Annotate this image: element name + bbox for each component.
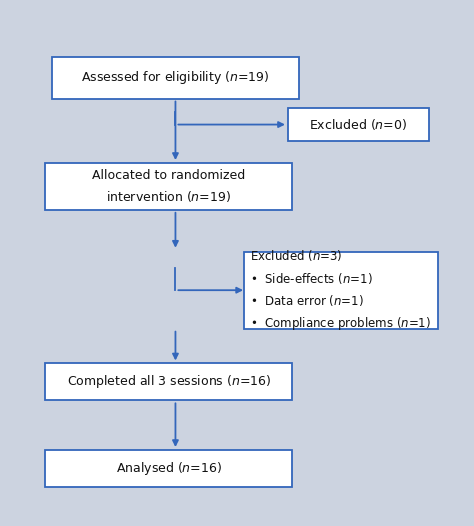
FancyBboxPatch shape [46,450,292,487]
FancyBboxPatch shape [244,252,438,329]
FancyBboxPatch shape [46,163,292,210]
Text: Allocated to randomized
intervention ($n$=19): Allocated to randomized intervention ($n… [92,169,246,204]
Text: Completed all 3 sessions ($n$=16): Completed all 3 sessions ($n$=16) [67,373,271,390]
Text: Excluded ($n$=3)
•  Side-effects ($n$=1)
•  Data error ($n$=1)
•  Compliance pro: Excluded ($n$=3) • Side-effects ($n$=1) … [250,248,431,332]
Text: Analysed ($n$=16): Analysed ($n$=16) [116,460,222,477]
FancyBboxPatch shape [46,363,292,400]
Text: Excluded ($n$=0): Excluded ($n$=0) [310,117,408,132]
Text: Assessed for eligibility ($n$=19): Assessed for eligibility ($n$=19) [81,69,270,86]
FancyBboxPatch shape [52,57,299,98]
FancyBboxPatch shape [288,108,429,140]
